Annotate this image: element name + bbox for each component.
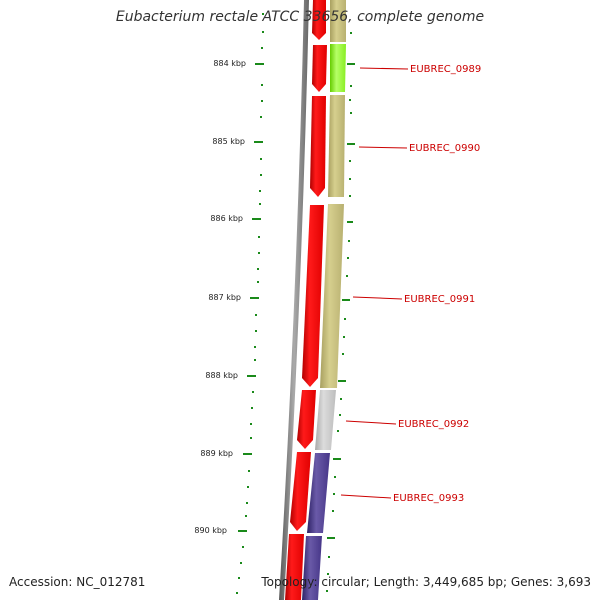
gene-feature-top[interactable] (312, 0, 326, 40)
gene-labels: EUBREC_0989 EUBREC_0990 EUBREC_0991 EUBR… (393, 64, 481, 504)
cog-track (302, 0, 346, 600)
ruler-dots (236, 13, 264, 594)
cog-segment-olive-b[interactable] (320, 204, 344, 388)
genome-summary: Topology: circular; Length: 3,449,685 bp… (261, 575, 591, 589)
gene-label-eubrec-0990[interactable]: EUBREC_0990 (409, 143, 480, 154)
kbp-label: 884 kbp (213, 59, 246, 68)
kbp-label: 887 kbp (208, 293, 241, 302)
genome-backbone (279, 0, 309, 600)
map-title: Eubacterium rectale ATCC 33656, complete… (115, 9, 485, 25)
gene-label-eubrec-0993[interactable]: EUBREC_0993 (393, 493, 464, 504)
kbp-label: 890 kbp (194, 526, 227, 535)
gc-track-right (326, 32, 355, 592)
gene-feature-eubrec-0989[interactable] (312, 45, 327, 92)
gene-feature-bottom[interactable] (285, 534, 304, 600)
position-ruler (236, 13, 264, 594)
gene-feature-eubrec-0990[interactable] (310, 96, 326, 197)
gene-label-leaders (340, 67, 409, 499)
accession-label: Accession: NC_012781 (9, 575, 146, 589)
gene-feature-eubrec-0991[interactable] (302, 205, 324, 387)
kbp-label: 888 kbp (205, 371, 238, 380)
gene-label-eubrec-0992[interactable]: EUBREC_0992 (398, 419, 469, 430)
kbp-label: 889 kbp (200, 449, 233, 458)
cog-segment-olive-top[interactable] (330, 0, 346, 42)
ruler-major-ticks (238, 63, 264, 532)
ruler-labels: 884 kbp 885 kbp 886 kbp 887 kbp 888 kbp … (194, 59, 246, 535)
cog-segment-purple-b[interactable] (302, 536, 322, 600)
kbp-label: 885 kbp (212, 137, 245, 146)
cog-segment-purple-a[interactable] (307, 453, 330, 533)
gene-feature-eubrec-0993[interactable] (290, 452, 311, 531)
gene-feature-eubrec-0992[interactable] (297, 390, 316, 449)
gene-track (285, 0, 327, 600)
gene-label-eubrec-0991[interactable]: EUBREC_0991 (404, 294, 475, 305)
kbp-label: 886 kbp (210, 214, 243, 223)
cog-segment-gray[interactable] (315, 390, 336, 450)
cog-segment-olive-a[interactable] (328, 95, 345, 197)
gene-label-eubrec-0989[interactable]: EUBREC_0989 (410, 64, 481, 75)
cog-segment-green[interactable] (330, 44, 346, 92)
